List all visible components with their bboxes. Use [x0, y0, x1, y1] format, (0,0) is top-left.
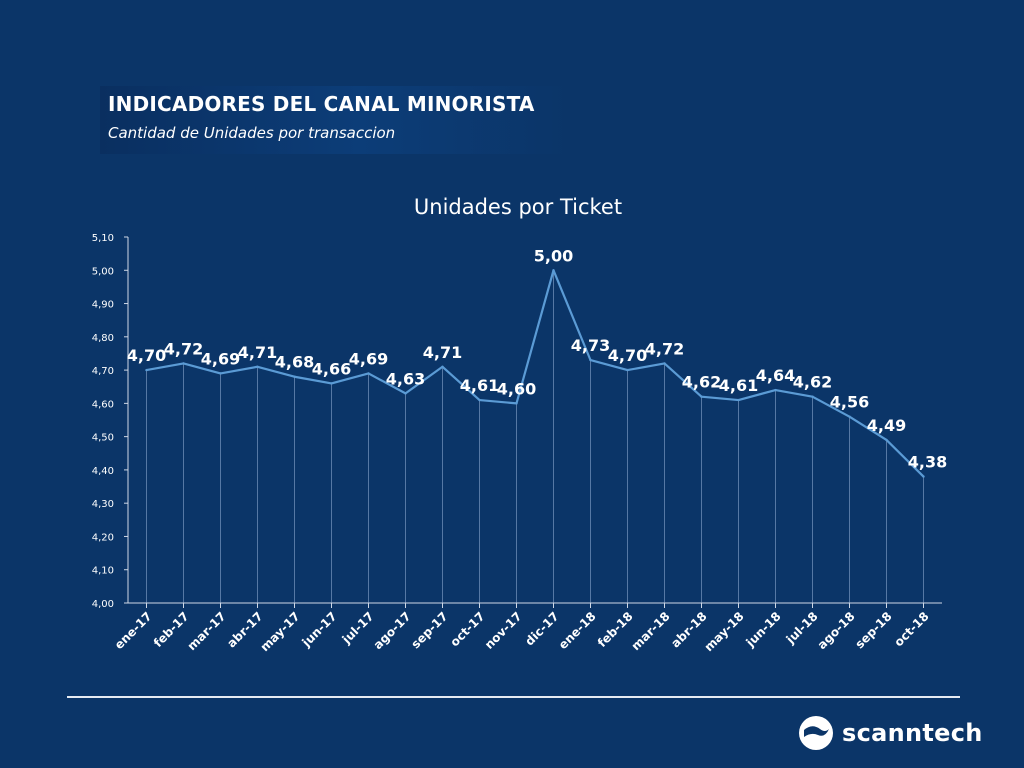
data-label: 4,61: [719, 376, 758, 395]
data-label: 4,71: [238, 343, 277, 362]
x-tick-label: jun-17: [299, 609, 340, 650]
data-label: 4,70: [127, 346, 166, 365]
data-label: 4,63: [386, 369, 425, 388]
data-label: 4,73: [571, 336, 610, 355]
data-label: 4,66: [312, 359, 351, 378]
page-title: INDICADORES DEL CANAL MINORISTA: [108, 92, 535, 116]
data-point: [182, 362, 185, 365]
data-label: 4,38: [908, 453, 947, 472]
x-tick-label: sep-17: [409, 609, 451, 651]
y-tick-label: 4,60: [92, 399, 114, 410]
x-tick-label: oct-18: [891, 609, 931, 649]
x-tick-label: nov-17: [482, 609, 525, 652]
data-labels: 4,704,724,694,714,684,664,694,634,714,61…: [127, 246, 947, 471]
x-tick-label: mar-17: [185, 609, 229, 653]
data-point: [774, 388, 777, 392]
data-point: [700, 395, 703, 398]
data-point: [626, 368, 629, 372]
x-tick-label: ene-18: [556, 609, 599, 652]
data-point: [589, 358, 592, 362]
chart-title: Unidades por Ticket: [414, 195, 622, 219]
scanntech-logo-icon: [799, 716, 833, 750]
y-tick-label: 4,70: [92, 366, 114, 377]
data-label: 4,62: [793, 373, 832, 392]
data-label: 4,62: [682, 373, 721, 392]
data-label: 4,68: [275, 353, 314, 372]
data-point: [219, 372, 222, 375]
x-tick-label: sep-18: [853, 609, 895, 651]
data-label: 4,70: [608, 346, 647, 365]
data-label: 4,72: [645, 339, 684, 358]
y-tick-label: 5,00: [92, 266, 114, 277]
data-point: [515, 402, 518, 405]
x-tick-label: mar-18: [629, 609, 673, 653]
scanntech-logo: scanntech: [798, 714, 983, 752]
y-tick-label: 4,10: [92, 566, 114, 577]
x-tick-label: may-18: [702, 609, 747, 654]
data-point: [478, 398, 481, 402]
y-tick-label: 4,80: [92, 333, 114, 344]
data-point: [848, 415, 851, 418]
series-line: [146, 269, 925, 478]
y-tick-label: 4,50: [92, 433, 114, 444]
data-point: [552, 269, 555, 272]
data-point: [441, 365, 444, 368]
data-label: 4,72: [164, 339, 203, 358]
x-tick-label: ene-17: [112, 609, 155, 652]
y-tick-label: 4,20: [92, 532, 114, 543]
data-point: [330, 382, 333, 385]
data-label: 4,71: [423, 343, 462, 362]
x-tick-label: ago-17: [371, 609, 414, 652]
data-label: 4,56: [830, 393, 869, 412]
chart-container: Unidades por Ticket 4,00 4,10 4,20 4,30 4,40…: [92, 195, 948, 654]
x-tick-label: jun-18: [743, 609, 784, 650]
x-tick-label: may-17: [258, 609, 303, 654]
y-tick-label: 4,00: [92, 599, 114, 610]
data-point: [922, 475, 925, 478]
data-point: [885, 438, 888, 442]
y-axis-ticks: 4,00 4,10 4,20 4,30 4,40 4,50 4,60 4,70 4,80 4,90…: [92, 233, 128, 610]
page-subtitle: Cantidad de Unidades por transaccion: [108, 124, 396, 142]
logo-text: scanntech: [842, 719, 983, 747]
header-band: [100, 86, 570, 154]
data-point: [811, 395, 814, 398]
data-label: 4,69: [349, 349, 388, 368]
data-label: 4,60: [497, 379, 536, 398]
data-point: [293, 375, 296, 378]
y-tick-label: 4,40: [92, 466, 114, 477]
data-label: 4,49: [867, 416, 906, 435]
data-point: [404, 392, 407, 395]
y-tick-label: 4,90: [92, 300, 114, 311]
data-point: [663, 362, 666, 365]
drop-lines: [146, 270, 924, 603]
data-point: [256, 365, 259, 368]
axes: [127, 237, 942, 604]
x-tick-label: oct-17: [447, 609, 487, 649]
line-chart: Unidades por Ticket 4,00 4,10 4,20 4,30 4,40…: [92, 195, 948, 654]
series-line-group: [145, 269, 925, 478]
x-tick-label: ago-18: [815, 609, 858, 652]
y-tick-label: 5,10: [92, 233, 114, 244]
data-point: [737, 398, 740, 402]
data-label: 4,64: [756, 366, 795, 385]
data-label: 4,69: [201, 349, 240, 368]
data-point: [367, 372, 370, 375]
y-tick-label: 4,30: [92, 499, 114, 510]
data-label: 4,61: [460, 376, 499, 395]
data-label: 5,00: [534, 246, 573, 265]
data-point: [145, 368, 148, 372]
footer-divider: [67, 696, 960, 698]
